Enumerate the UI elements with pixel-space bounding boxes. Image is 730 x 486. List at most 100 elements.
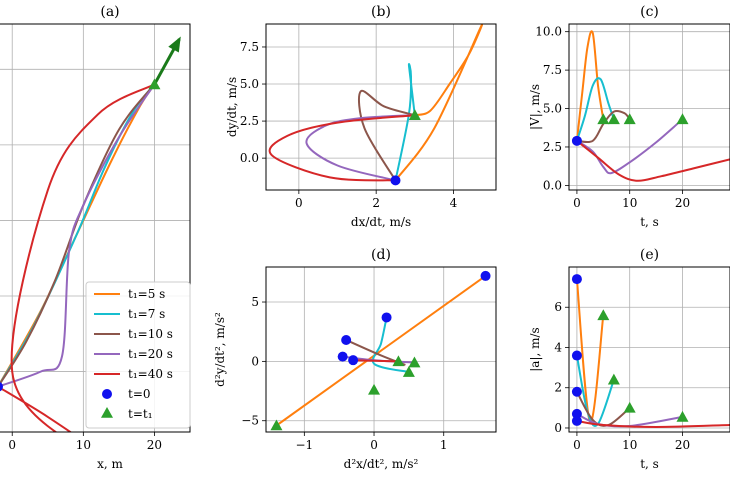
panel-a-end-marker: [148, 78, 161, 90]
panel-c-series-line: [575, 30, 605, 141]
panel-c-frame: [568, 23, 730, 191]
panel-e-title: (e): [640, 247, 659, 263]
panel-a-plot-area: [0, 36, 181, 432]
panel-b-series-line: [394, 63, 416, 181]
panel-e-start-marker: [571, 386, 582, 397]
panel-d-xtick-label: −1: [295, 438, 313, 452]
legend-end-label: t=t₁: [128, 407, 153, 421]
panel-c-start-marker: [571, 135, 582, 146]
panel-e-ytick-label: 4: [554, 340, 562, 354]
legend-label: t₁=5 s: [128, 287, 165, 301]
panel-a-xlabel: x, m: [97, 457, 123, 471]
panel-a-series-line: [0, 83, 156, 388]
panel-c-series-line: [576, 109, 631, 144]
panel-c-ytick-label: 5.0: [543, 102, 562, 116]
panel-e-end-marker: [676, 410, 689, 422]
panel-c-ylabel: |V|, m/s: [528, 84, 542, 130]
panel-c-ytick-label: 7.5: [543, 63, 562, 77]
panel-c-ytick-label: 10.0: [535, 25, 562, 39]
panel-d-xtick-label: 1: [440, 438, 448, 452]
panel-d-ytick-label: −5: [241, 414, 259, 428]
panel-e-end-marker: [623, 401, 636, 413]
panel-d-end-marker: [270, 419, 283, 431]
panel-d-series-line: [275, 275, 487, 427]
panel-b-frame: [265, 23, 497, 191]
panel-d-end-marker: [408, 356, 421, 368]
panel-b-xtick-label: 4: [450, 196, 458, 210]
panel-a-frame: [0, 23, 191, 433]
panel-b-plot-area: [268, 24, 483, 186]
panel-a-xtick-label: 0: [8, 438, 16, 452]
panel-e-start-marker: [571, 274, 582, 285]
direction-arrow-head: [168, 36, 181, 53]
panel-a-xtick-label: 10: [76, 438, 91, 452]
panel-d-start-marker: [341, 335, 352, 346]
panel-d-ytick-label: 5: [251, 295, 259, 309]
panel-b-ytick-label: 7.5: [240, 40, 259, 54]
legend-label: t₁=20 s: [128, 347, 173, 361]
panel-c-end-marker: [597, 113, 610, 125]
legend-start-label: t=0: [128, 387, 151, 401]
legend-start-marker: [102, 389, 112, 399]
panel-b-start-marker: [390, 175, 401, 186]
panel-b-title: (b): [371, 4, 391, 20]
panel-d-series-line: [371, 317, 410, 374]
panel-e-ylabel: |a|, m/s: [528, 327, 542, 371]
panel-e-start-marker: [571, 350, 582, 361]
panel-c-xtick-label: 20: [675, 196, 690, 210]
panel-e-end-marker: [597, 309, 610, 321]
panel-d-frame: [265, 266, 497, 433]
panel-a-start-marker: [0, 382, 3, 392]
panel-c-xlabel: t, s: [640, 215, 659, 229]
panel-b-xtick-label: 0: [295, 196, 303, 210]
panel-b-xtick-label: 2: [372, 196, 380, 210]
panel-d-start-marker: [348, 355, 359, 366]
panel-a-title: (a): [100, 4, 119, 20]
panel-d-plot-area: [270, 270, 491, 431]
panel-e-start-marker: [571, 408, 582, 419]
panel-c-series-line: [575, 77, 615, 142]
panel-c-title: (c): [640, 4, 659, 20]
panel-d-end-marker: [368, 383, 381, 395]
panel-e-frame: [568, 266, 730, 433]
panel-d-ytick-label: 0: [251, 354, 259, 368]
panel-b-series-line: [268, 114, 415, 182]
panel-e-ytick-label: 0: [554, 421, 562, 435]
legend-label: t₁=40 s: [128, 367, 173, 381]
panel-c-series-line: [576, 140, 730, 182]
panel-b-ylabel: dy/dt, m/s: [225, 77, 239, 137]
panel-c-series-line: [576, 118, 684, 175]
panel-b-xlabel: dx/dt, m/s: [351, 215, 411, 229]
panel-c-xtick-label: 10: [622, 196, 637, 210]
panel-e-plot-area: [571, 274, 730, 429]
panel-d-series-line: [353, 359, 399, 363]
panel-c-plot-area: [571, 30, 730, 182]
panel-d-xlabel: d²x/dt², m/s²: [344, 457, 419, 471]
legend-label: t₁=7 s: [128, 307, 165, 321]
panel-b-series-line: [305, 114, 415, 182]
panel-e-xtick-label: 10: [622, 438, 637, 452]
panel-c-ytick-label: 0.0: [543, 178, 562, 192]
panel-e-xlabel: t, s: [640, 457, 659, 471]
legend-end-marker: [101, 407, 113, 418]
legend-box: [85, 281, 191, 429]
panel-a-series-line: [0, 83, 155, 432]
panel-b-ytick-label: 5.0: [240, 77, 259, 91]
panel-a-xtick-label: 20: [147, 438, 162, 452]
panel-e-ytick-label: 6: [554, 300, 562, 314]
panel-d-start-marker: [381, 312, 392, 323]
panel-e-ytick-label: 2: [554, 381, 562, 395]
panel-d-title: (d): [371, 247, 391, 263]
legend-label: t₁=10 s: [128, 327, 173, 341]
panel-d-end-marker: [392, 355, 405, 367]
panel-e-end-marker: [607, 373, 620, 385]
panel-c-xtick-label: 0: [573, 196, 581, 210]
panel-b-series-line: [394, 24, 483, 181]
panel-b-series-line: [357, 89, 416, 181]
panel-b-ytick-label: 0.0: [240, 151, 259, 165]
panel-c-end-marker: [676, 113, 689, 125]
panel-d-start-marker: [480, 270, 491, 281]
panel-d-start-marker: [337, 351, 348, 362]
panel-e-xtick-label: 0: [573, 438, 581, 452]
